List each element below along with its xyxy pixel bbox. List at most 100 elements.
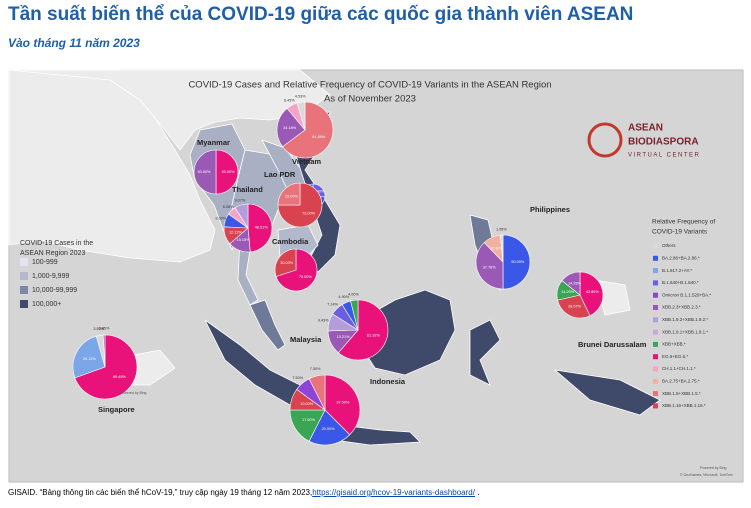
- slice-label: 61.32%: [367, 334, 381, 338]
- country-label: Brunei Darussalam: [578, 340, 647, 349]
- pie-slice: [193, 149, 217, 195]
- legend-title: Relative Frequency of: [652, 219, 715, 226]
- legend-swatch: [20, 300, 28, 308]
- pie-slice: [282, 101, 334, 159]
- legend-swatch: [653, 280, 658, 286]
- slice-label: 42.86%: [586, 290, 600, 294]
- legend-label: Omicron B.1.1.529+BA.*: [662, 292, 711, 297]
- pie-slice: [350, 299, 359, 331]
- legend-swatch: [653, 378, 658, 384]
- slice-label: 30.00%: [280, 261, 294, 265]
- slice-label: 7.14%: [327, 302, 338, 306]
- legend-swatch: [653, 403, 658, 409]
- slice-label: 75.00%: [302, 212, 316, 216]
- legend-label: 10,000-99,999: [32, 287, 77, 294]
- map-date: As of November 2023: [324, 94, 416, 105]
- slice-label: 9.07%: [235, 198, 246, 202]
- country-label: Cambodia: [272, 237, 309, 246]
- slice-label: 1.55%: [496, 228, 507, 232]
- legend-label: XBB.1.9.1+XBB.1.9.1.*: [662, 329, 708, 334]
- slice-label: 14.29%: [561, 290, 575, 294]
- slice-label: 69.49%: [113, 375, 127, 379]
- legend-title: COVID-19 Cases in the: [20, 240, 93, 247]
- legend-swatch: [653, 243, 658, 249]
- legend-swatch: [653, 366, 658, 372]
- slice-label: 25.00%: [285, 194, 299, 198]
- slice-label: 4.00%: [348, 292, 359, 296]
- country-label: Malaysia: [290, 335, 322, 344]
- logo-text: VIRTUAL CENTER: [628, 153, 700, 159]
- slice-label: 37.78%: [483, 266, 497, 270]
- country-label: Singapore: [98, 405, 135, 414]
- footer-link[interactable]: https://gisaid.org/hcov-19-variants-dash…: [312, 488, 475, 497]
- subtitle: Vào tháng 11 năm 2023: [8, 36, 140, 50]
- slice-label: 0.85%: [99, 327, 110, 331]
- pie-slice: [277, 182, 301, 206]
- pie-slice: [234, 203, 249, 230]
- legend-label: BA.2.86+BA.2.86.*: [662, 255, 700, 260]
- pie-slice: [308, 409, 351, 446]
- slice-label: 24.18%: [283, 126, 297, 130]
- legend-label: 100,000+: [32, 301, 61, 308]
- legend-title: COVID-19 Variants: [652, 229, 708, 236]
- legend-label: XBB.2.3+XBB.2.3.*: [662, 305, 701, 310]
- slice-label: 50.00%: [511, 260, 525, 264]
- pie-slice: [275, 248, 318, 292]
- legend-swatch: [653, 255, 658, 261]
- slice-label: 7.50%: [310, 367, 321, 371]
- legend-swatch: [653, 305, 658, 310]
- logo-text: ASEAN: [628, 123, 663, 134]
- legend-swatch: [653, 341, 658, 347]
- slice-label: 3.53%: [93, 327, 104, 331]
- slice-label: 70.00%: [299, 275, 313, 279]
- slice-label: 6.06%: [223, 205, 234, 209]
- legend-label: XBB+XBB.*: [662, 342, 686, 347]
- legend-label: XBB.1.9.2+XBB.1.9.2.*: [662, 317, 708, 322]
- slice-label: 10.67%: [490, 247, 504, 251]
- slice-label: 48.51%: [255, 225, 269, 229]
- country-label: Indonesia: [370, 377, 406, 386]
- legend-swatch: [653, 268, 658, 274]
- logo-text: BIODIASPORA: [628, 137, 699, 148]
- footer-text: GISAID. “Bảng thông tin các biến thể hCo…: [8, 488, 313, 497]
- slice-label: 9.09%: [215, 217, 226, 221]
- slice-label: 13.21%: [337, 335, 351, 339]
- legend-label: 100-999: [32, 259, 58, 266]
- country-label: Myanmar: [197, 138, 230, 147]
- pies: 50.00% 50.00% 64.84% 24.18% 6.45%4.53% 26.40%…: [72, 95, 604, 446]
- country-label: Vietnam: [292, 157, 321, 166]
- slice-label: 26.13%: [83, 357, 97, 361]
- title: Tần suất biến thể của COVID-19 giữa các …: [8, 4, 634, 25]
- land-malaysia-pen: [249, 299, 286, 351]
- legend-title: ASEAN Region 2023: [20, 250, 85, 257]
- pie-slice: [475, 242, 504, 290]
- slice-label: 14.28%: [568, 282, 582, 286]
- pie-slice: [579, 271, 604, 317]
- map-title: COVID-19 Cases and Relative Frequency of…: [188, 80, 551, 91]
- credit: Powered by Bing: [700, 466, 727, 470]
- legend-label: Others: [662, 243, 676, 248]
- footer-end: .: [474, 488, 480, 497]
- legend-swatch: [20, 286, 28, 294]
- pie-slice: [102, 334, 106, 368]
- legend-label: B.1.640+B.1.640.*: [662, 280, 699, 285]
- country-label: Thailand: [232, 185, 263, 194]
- land-papua: [553, 369, 661, 416]
- legend-label: BA.2.75+BA.2.75.*: [662, 378, 700, 383]
- country-label: Lao PDR: [264, 170, 296, 179]
- legend-swatch: [653, 391, 658, 397]
- legend-swatch: [20, 272, 28, 280]
- pie-slice: [337, 299, 389, 361]
- legend-swatch: [653, 329, 658, 335]
- slice-label: 26.40%: [311, 190, 325, 194]
- slice-label: 37.50%: [336, 401, 350, 405]
- logo: ASEAN BIODIASPORA VIRTUAL CENTER: [587, 122, 700, 159]
- slice-label: 4.53%: [295, 95, 306, 99]
- legends: COVID-19 Cases in the ASEAN Region 2023 10…: [20, 219, 715, 409]
- legend-swatch: [20, 258, 28, 266]
- slice-label: 17.50%: [302, 418, 316, 422]
- slice-label: 4.90%: [338, 295, 349, 299]
- legend-swatch: [653, 292, 658, 298]
- legend-label: B.1.617.2+AY.*: [662, 268, 692, 273]
